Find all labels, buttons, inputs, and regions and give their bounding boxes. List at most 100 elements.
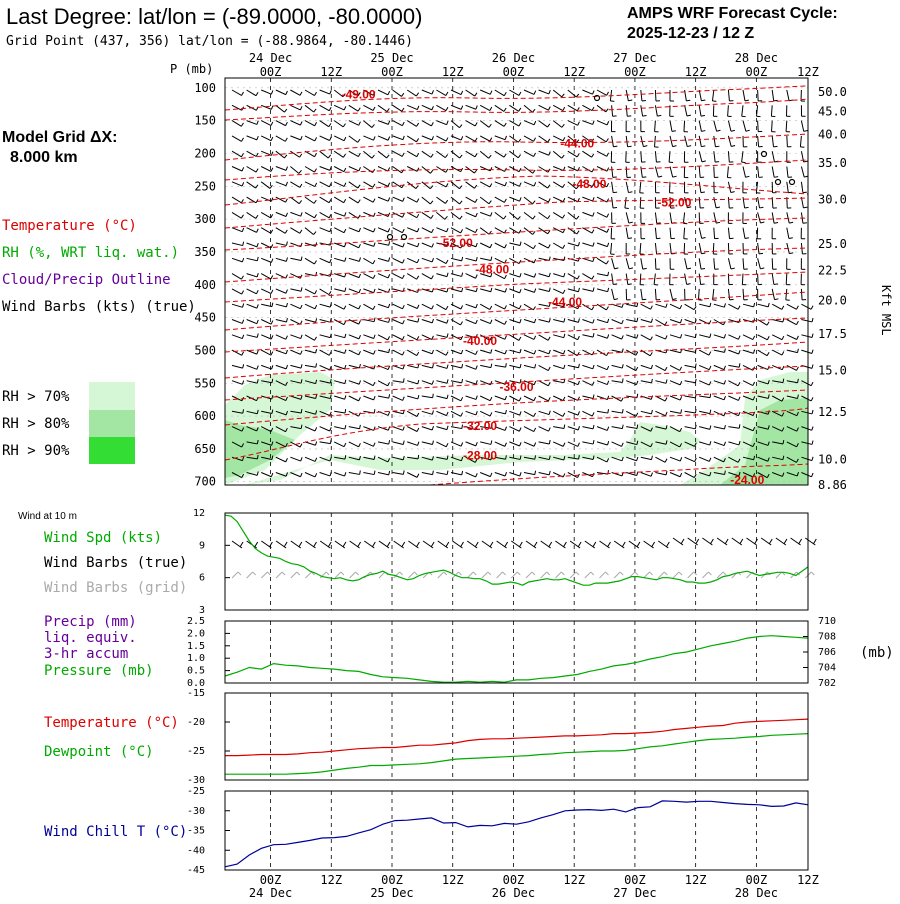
wind-barb (742, 105, 743, 116)
wind-barb-feather (343, 154, 345, 157)
wind-barb-feather (257, 366, 258, 370)
wind-barb-feather (344, 199, 346, 202)
wind-barb-feather (359, 167, 361, 171)
wind-barb-feather (578, 318, 579, 322)
wind-barb (743, 304, 754, 307)
pressure-tick-label: 400 (194, 278, 216, 292)
wind-barb (466, 197, 476, 202)
wind-barb (743, 90, 745, 101)
wind-barb (670, 212, 672, 223)
wind-barb-feather (287, 318, 288, 322)
wind-barb-feather (360, 425, 361, 429)
wind-barb-feather (607, 381, 608, 385)
surface-barb-grid-feather (282, 572, 285, 575)
wind-barb-feather (789, 100, 793, 101)
wind-barbs-true-legend: Wind Barbs (true) (44, 555, 187, 571)
wind-barb-feather (797, 336, 799, 340)
cross-section-panel: -49.00-44.00-48.00-52.00-52.00-48.00-44.… (170, 51, 893, 492)
wind-barb-feather (402, 214, 404, 218)
wind-barb (407, 197, 417, 202)
pressure-tick-label: 250 (194, 179, 216, 193)
wind-barb (320, 442, 331, 444)
wind-barb (597, 136, 606, 142)
wind-barb (422, 274, 432, 279)
wind-barb-feather (519, 183, 521, 187)
wind-barb-feather (418, 318, 419, 322)
wind-barb (261, 258, 271, 262)
wind-barb-feather (534, 121, 536, 125)
surface-barb-grid (555, 572, 561, 578)
wind-barb (451, 121, 459, 128)
cloud-marker (762, 152, 767, 157)
wind-barb-feather (359, 413, 361, 417)
surface-barb-grid-feather (694, 572, 697, 575)
wind-barb-feather (272, 303, 273, 307)
wind-barb (539, 90, 549, 94)
surface-barb-grid-feather (444, 572, 447, 575)
wind-barb (334, 167, 344, 172)
wind-barb (422, 197, 431, 204)
wind-barb-feather (256, 215, 258, 218)
wind-barb (669, 151, 670, 162)
wind-barb (276, 365, 286, 368)
wind-barb (509, 396, 519, 401)
wind-barb (495, 473, 505, 477)
wind-barb-feather (345, 395, 346, 399)
surface-barb-true-feather (666, 542, 669, 547)
wind-barb-feather (344, 321, 346, 325)
wind-barb-feather (579, 455, 580, 459)
wind-barb (743, 258, 744, 269)
wind-barb (612, 289, 615, 300)
wind-barb (334, 442, 344, 447)
wind-barb (261, 473, 271, 477)
temperature-axis: -15-20-25-30 (187, 688, 230, 786)
wind-barb (305, 457, 315, 461)
wind-barb-feather (402, 93, 404, 96)
wind-barb (772, 136, 773, 147)
wind-barb-feather (613, 207, 617, 208)
wind-barb-feather (577, 153, 579, 156)
wind-barb-feather (643, 146, 647, 147)
isotherm-label: -36.00 (499, 380, 533, 394)
wind-barb-feather (534, 428, 536, 432)
wind-barb (641, 304, 651, 309)
wind-barb-feather (418, 455, 419, 459)
wind-barb (495, 396, 505, 400)
wind-barb (568, 381, 578, 385)
wind-barb (655, 335, 665, 339)
wind-barb (626, 228, 628, 239)
wind-barb-feather (520, 319, 521, 323)
isotherm-line (225, 248, 808, 282)
wind-barb (480, 105, 490, 110)
wind-barb (714, 442, 724, 446)
wind-barb (451, 105, 461, 109)
wind-barb (407, 396, 418, 399)
wind-barb (509, 335, 518, 341)
wind-barb-feather (271, 473, 273, 477)
wind-barb-feather (811, 306, 813, 310)
wind-barb-feather (446, 138, 448, 142)
wind-barb-feather (592, 230, 594, 233)
wind-barb-feather (359, 364, 360, 368)
surface-barb-grid-feather (459, 572, 462, 575)
wind-barb (305, 105, 314, 112)
wind-barb-feather (651, 473, 652, 477)
wind-barb (305, 182, 315, 187)
wind-barb (670, 473, 680, 477)
wind-barb-feather (328, 155, 330, 158)
wind-barb-feather (300, 92, 302, 96)
wind-barb (261, 335, 271, 339)
wind-barb (699, 274, 700, 285)
wind-barb-feather (389, 440, 390, 444)
wind-barb (290, 365, 301, 368)
wind-barb-feather (519, 398, 521, 402)
wind-barb-feather (724, 334, 725, 338)
wind-barb (772, 350, 782, 355)
wind-barb (743, 381, 753, 386)
wind-barb-feather (359, 122, 361, 126)
wind-barb-feather (701, 100, 705, 101)
wind-barb (758, 274, 759, 285)
time-tick-label: 00Z (503, 873, 525, 887)
wind-barb (422, 258, 432, 262)
wind-barb-feather (461, 229, 463, 233)
